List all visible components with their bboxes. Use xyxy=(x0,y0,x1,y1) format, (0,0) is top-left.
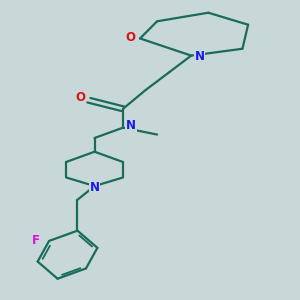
Text: N: N xyxy=(126,119,136,133)
Text: F: F xyxy=(32,235,39,248)
Text: O: O xyxy=(75,91,85,104)
Text: N: N xyxy=(195,50,205,63)
Text: O: O xyxy=(125,31,135,44)
Text: N: N xyxy=(89,181,100,194)
